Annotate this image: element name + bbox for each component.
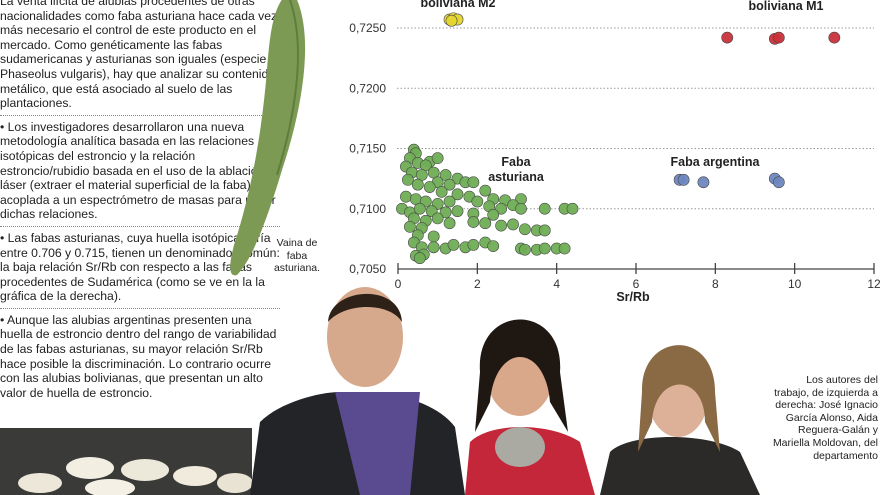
data-point-faba-asturiana bbox=[435, 185, 448, 198]
data-point-faba-boliviana-m1 bbox=[721, 31, 734, 44]
data-point-faba-asturiana bbox=[467, 238, 480, 251]
data-point-faba-asturiana bbox=[479, 184, 492, 197]
data-point-faba-asturiana bbox=[431, 212, 444, 225]
data-point-faba-asturiana bbox=[487, 208, 500, 221]
y-tick-label: 0,7200 bbox=[349, 81, 386, 95]
data-point-faba-argentina bbox=[697, 176, 710, 189]
x-tick-label: 6 bbox=[633, 277, 640, 291]
series-label-faba-asturiana: asturiana bbox=[488, 170, 545, 184]
x-axis-label: Sr/Rb bbox=[616, 290, 650, 304]
x-tick-label: 0 bbox=[395, 277, 402, 291]
data-point-faba-asturiana bbox=[403, 220, 416, 233]
data-point-faba-asturiana bbox=[427, 241, 440, 254]
data-point-faba-asturiana bbox=[411, 178, 424, 191]
data-point-faba-asturiana bbox=[431, 152, 444, 165]
authors-photo bbox=[250, 287, 760, 495]
data-point-faba-argentina bbox=[677, 173, 690, 186]
data-point-faba-asturiana bbox=[467, 216, 480, 228]
article-text-column: La venta ilícita de alubias procedentes … bbox=[0, 0, 280, 408]
data-point-faba-asturiana bbox=[495, 202, 508, 215]
data-point-faba-asturiana bbox=[451, 188, 464, 201]
data-point-faba-asturiana bbox=[538, 224, 551, 237]
data-point-faba-asturiana bbox=[467, 176, 480, 189]
y-tick-label: 0,7050 bbox=[349, 262, 386, 276]
data-point-faba-asturiana bbox=[471, 195, 484, 208]
series-label-faba-boliviana-m1: boliviana M1 bbox=[748, 0, 823, 13]
data-point-faba-asturiana bbox=[538, 242, 551, 255]
asturian-beans-paragraph: • Las fabas asturianas, cuya huella isot… bbox=[0, 231, 280, 309]
data-point-faba-boliviana-m1 bbox=[828, 31, 841, 44]
data-point-faba-asturiana bbox=[519, 243, 531, 256]
data-point-faba-asturiana bbox=[519, 223, 531, 236]
pod-caption: Vaina de faba asturiana. bbox=[273, 237, 321, 274]
data-point-faba-asturiana bbox=[558, 242, 571, 255]
data-point-faba-asturiana bbox=[402, 173, 414, 186]
series-label-faba-boliviana-m2: boliviana M2 bbox=[420, 0, 495, 10]
argentine-bolivian-paragraph: • Aunque las alubias argentinas presente… bbox=[0, 312, 277, 400]
y-tick-label: 0,7150 bbox=[349, 142, 386, 156]
data-point-faba-asturiana bbox=[538, 202, 551, 215]
data-point-faba-boliviana-m2 bbox=[445, 14, 458, 27]
data-point-faba-asturiana bbox=[566, 202, 579, 215]
series-label-faba-asturiana: Faba bbox=[501, 155, 531, 169]
data-point-faba-asturiana bbox=[479, 217, 492, 230]
authors-caption: Los autores del trabajo, de izquierda a … bbox=[772, 374, 878, 462]
x-tick-label: 4 bbox=[553, 277, 560, 291]
data-point-faba-asturiana bbox=[451, 205, 464, 218]
data-point-faba-asturiana bbox=[423, 181, 436, 193]
data-point-faba-asturiana bbox=[400, 190, 412, 203]
intro-paragraph: La venta ilícita de alubias procedentes … bbox=[0, 0, 280, 116]
data-point-faba-asturiana bbox=[413, 202, 426, 215]
data-point-faba-asturiana bbox=[495, 219, 508, 232]
x-tick-label: 10 bbox=[788, 277, 802, 291]
data-point-faba-asturiana bbox=[427, 230, 440, 243]
data-point-faba-boliviana-m1 bbox=[772, 31, 785, 44]
data-point-faba-asturiana bbox=[443, 217, 456, 230]
data-point-faba-asturiana bbox=[515, 202, 527, 215]
data-point-faba-asturiana bbox=[487, 240, 500, 253]
data-point-faba-asturiana bbox=[507, 218, 519, 231]
data-point-faba-asturiana bbox=[443, 195, 456, 208]
data-point-faba-asturiana bbox=[439, 206, 452, 219]
y-tick-label: 0,7250 bbox=[349, 21, 386, 35]
methodology-paragraph: • Los investigadores desarrollaron una n… bbox=[0, 120, 280, 227]
data-point-faba-asturiana bbox=[447, 238, 460, 251]
x-tick-label: 2 bbox=[474, 277, 481, 291]
x-tick-label: 12 bbox=[867, 277, 880, 291]
data-point-faba-asturiana bbox=[413, 252, 426, 265]
series-label-faba-argentina: Faba argentina bbox=[671, 155, 761, 169]
white-beans-image bbox=[0, 428, 252, 495]
y-tick-label: 0,7100 bbox=[349, 202, 386, 216]
bean-pod-image bbox=[230, 0, 306, 276]
data-point-faba-asturiana bbox=[443, 178, 456, 191]
x-tick-label: 8 bbox=[712, 277, 719, 291]
data-point-faba-argentina bbox=[772, 176, 785, 189]
